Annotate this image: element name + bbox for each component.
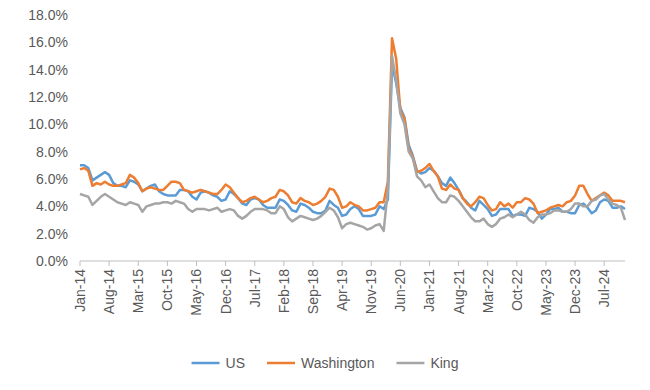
legend-label: Washington: [301, 355, 374, 371]
x-tick-label: Oct-15: [159, 269, 175, 311]
plot-area: [80, 38, 625, 231]
y-tick-label: 16.0%: [28, 34, 68, 50]
x-tick-label: Jul-17: [247, 269, 263, 307]
x-tick: [196, 261, 197, 266]
legend-swatch: [267, 362, 295, 365]
x-tick-label: May-23: [538, 269, 554, 316]
y-tick-label: 12.0%: [28, 89, 68, 105]
x-tick: [371, 261, 372, 266]
x-tick-label: Jan-14: [72, 269, 88, 312]
x-tick: [516, 261, 517, 266]
x-tick: [429, 261, 430, 266]
x-tick-label: Nov-19: [363, 269, 379, 314]
x-tick: [342, 261, 343, 266]
chart-container: 0.0% 2.0% 4.0% 6.0% 8.0% 10.0% 12.0% 14.0% 16.0%…: [0, 0, 650, 390]
y-tick-label: 18.0%: [28, 7, 68, 23]
x-tick-label: Mar-15: [130, 269, 146, 314]
series-line: [80, 64, 625, 218]
x-tick-label: Mar-22: [480, 269, 496, 314]
y-tick-label: 4.0%: [36, 198, 68, 214]
chart-svg: 0.0% 2.0% 4.0% 6.0% 8.0% 10.0% 12.0% 14.0% 16.0%…: [0, 0, 650, 390]
y-tick-label: 0.0%: [36, 253, 68, 269]
series-line: [80, 56, 625, 231]
x-tick: [254, 261, 255, 266]
x-tick: [545, 261, 546, 266]
x-tick-label: Dec-16: [218, 269, 234, 314]
y-tick-label: 2.0%: [36, 226, 68, 242]
y-tick-label: 10.0%: [28, 116, 68, 132]
x-tick-label: Oct-22: [509, 269, 525, 311]
legend-label: King: [430, 355, 458, 371]
x-tick-label: May-16: [188, 269, 204, 316]
y-tick-label: 6.0%: [36, 171, 68, 187]
y-tick-label: 14.0%: [28, 62, 68, 78]
x-tick-label: Aug-14: [101, 269, 117, 314]
x-tick: [575, 261, 576, 266]
legend: US Washington King: [192, 355, 459, 371]
x-tick: [312, 261, 313, 266]
x-tick-label: Apr-19: [334, 269, 350, 311]
x-tick: [458, 261, 459, 266]
legend-swatch: [396, 362, 424, 365]
x-tick-label: Sep-18: [305, 269, 321, 314]
x-tick-label: Jan-21: [421, 269, 437, 312]
x-tick-label: Jul-24: [596, 269, 612, 307]
x-tick-label: Aug-21: [451, 269, 467, 314]
x-tick: [283, 261, 284, 266]
x-tick-label: Dec-23: [567, 269, 583, 314]
x-tick: [80, 261, 81, 266]
x-tick: [487, 261, 488, 266]
x-axis-line: [80, 261, 625, 262]
legend-swatch: [192, 362, 220, 365]
x-tick: [400, 261, 401, 266]
y-tick-label: 8.0%: [36, 144, 68, 160]
series-line: [80, 38, 625, 213]
x-tick: [604, 261, 605, 266]
x-tick: [225, 261, 226, 266]
legend-label: US: [226, 355, 245, 371]
x-tick-label: Jun-20: [392, 269, 408, 312]
x-tick-label: Feb-18: [276, 269, 292, 314]
x-tick: [167, 261, 168, 266]
x-tick: [138, 261, 139, 266]
x-tick: [109, 261, 110, 266]
